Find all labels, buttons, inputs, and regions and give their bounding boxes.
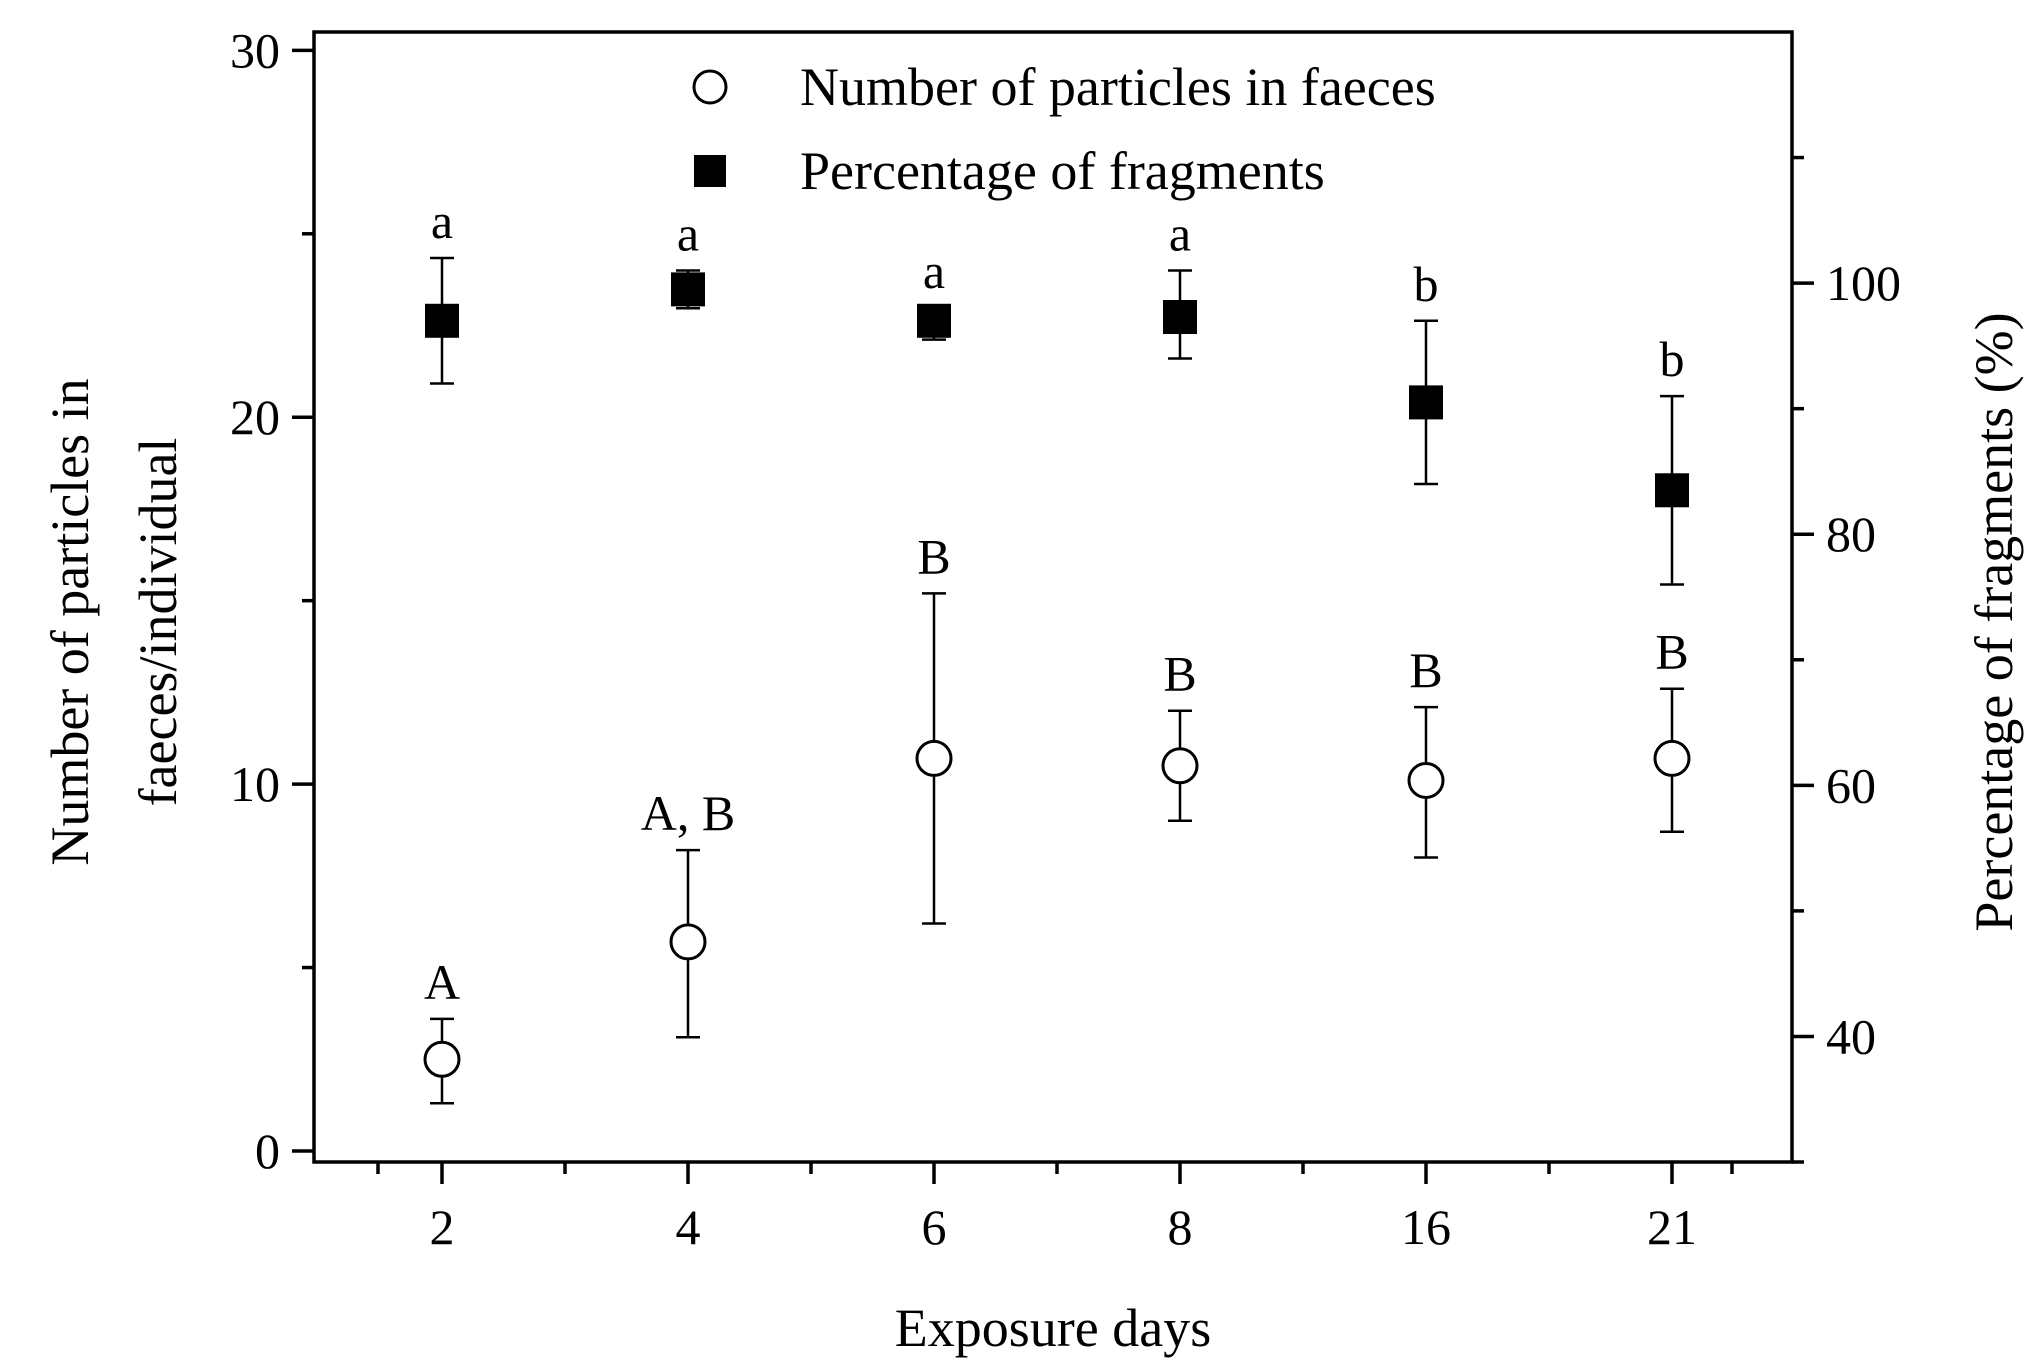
data-point-square xyxy=(1409,385,1443,420)
significance-label: a xyxy=(431,193,453,249)
data-point-circle xyxy=(915,739,953,777)
right-y-axis: 40 60 80 100 xyxy=(1792,155,1901,1164)
data-point-circle xyxy=(1161,747,1199,785)
significance-label: a xyxy=(923,243,945,299)
data-point-circle xyxy=(669,923,707,961)
significance-label: b xyxy=(1660,331,1685,387)
x-tick-label: 21 xyxy=(1647,1199,1697,1255)
significance-label: B xyxy=(1655,624,1688,680)
x-axis-title: Exposure days xyxy=(895,1298,1211,1358)
data-point-square xyxy=(671,272,705,307)
data-point-square xyxy=(425,303,459,338)
significance-label: B xyxy=(1409,642,1442,698)
x-tick-label: 8 xyxy=(1168,1199,1193,1255)
legend-label: Percentage of fragments xyxy=(800,141,1325,201)
x-axis: 2 4 6 8 16 21 xyxy=(376,1162,1734,1255)
significance-label: B xyxy=(1163,646,1196,702)
left-y-axis-title-line1: Number of particles in xyxy=(40,378,100,865)
plot-frame xyxy=(312,30,1794,1164)
legend-label: Number of particles in faeces xyxy=(800,57,1436,117)
series-particles: A A, B B B B B xyxy=(423,528,1691,1105)
x-tick-label: 6 xyxy=(922,1199,947,1255)
right-tick-label: 60 xyxy=(1826,757,1876,813)
right-tick-label: 40 xyxy=(1826,1008,1876,1064)
data-point-square xyxy=(1655,473,1689,508)
significance-label: a xyxy=(1169,206,1191,262)
left-tick-label: 10 xyxy=(230,756,280,812)
legend: Number of particles in faeces Percentage … xyxy=(692,57,1436,201)
right-tick-label: 80 xyxy=(1826,506,1876,562)
left-y-axis: 0 10 20 30 xyxy=(230,22,314,1179)
data-point-circle xyxy=(423,1040,461,1078)
significance-label: b xyxy=(1414,256,1439,312)
left-tick-label: 20 xyxy=(230,389,280,445)
significance-label: A xyxy=(424,954,460,1010)
left-tick-label: 30 xyxy=(230,22,280,78)
data-point-circle xyxy=(1407,761,1445,799)
x-tick-label: 2 xyxy=(430,1199,455,1255)
series-fragments: a a a a b b xyxy=(425,193,1689,586)
significance-label: B xyxy=(917,528,950,584)
data-point-square xyxy=(1163,300,1197,335)
significance-label: A, B xyxy=(641,785,735,841)
legend-marker-square xyxy=(694,155,726,187)
significance-label: a xyxy=(677,206,699,262)
legend-marker-circle xyxy=(692,69,728,105)
series-layer: A A, B B B B Ba a a a b b xyxy=(423,193,1691,1105)
right-y-axis-title: Percentage of fragments (%) xyxy=(1964,312,2024,931)
x-tick-label: 4 xyxy=(676,1199,701,1255)
data-point-square xyxy=(917,303,951,338)
x-tick-label: 16 xyxy=(1401,1199,1451,1255)
right-tick-label: 100 xyxy=(1826,255,1901,311)
left-y-axis-title-line2: faeces/individual xyxy=(128,438,188,807)
left-tick-label: 0 xyxy=(255,1123,280,1179)
data-point-circle xyxy=(1653,739,1691,777)
